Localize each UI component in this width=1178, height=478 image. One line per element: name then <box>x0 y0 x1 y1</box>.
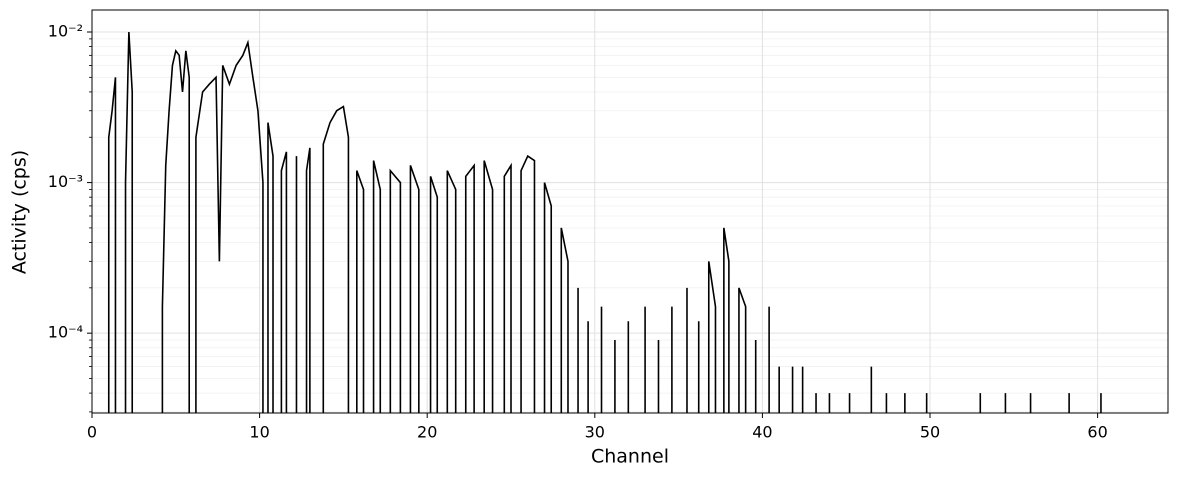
x-tick-label: 40 <box>752 423 772 442</box>
y-tick-label: 10⁻² <box>48 22 83 41</box>
x-tick-label: 0 <box>87 423 97 442</box>
y-tick-label: 10⁻⁴ <box>48 323 83 342</box>
plot-frame <box>91 9 1169 414</box>
data-line <box>107 31 1102 413</box>
x-tick-label: 10 <box>249 423 269 442</box>
x-tick-label: 30 <box>585 423 605 442</box>
x-axis-label: Channel <box>591 446 669 468</box>
x-tick-label: 60 <box>1087 423 1107 442</box>
y-axis-label: Activity (cps) <box>9 150 31 274</box>
y-tick-label: 10⁻³ <box>48 172 83 191</box>
x-tick-label: 50 <box>920 423 940 442</box>
x-tick-label: 20 <box>417 423 437 442</box>
